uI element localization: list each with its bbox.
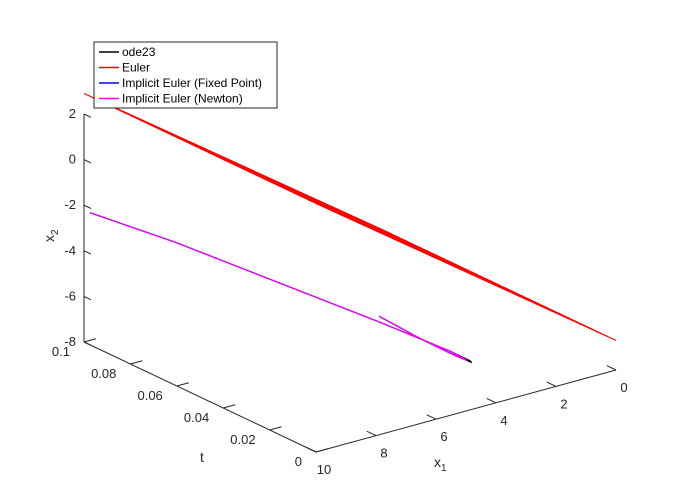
axes-box [83,114,617,453]
x2-tick-label: -4 [64,243,76,258]
x1-tick-label: 2 [560,396,567,411]
x1-tick-mark [486,397,497,404]
x1-tick-mark [546,381,557,387]
legend-label: Euler [122,61,150,75]
x2-tick-mark [83,295,92,301]
x2-tick-mark [83,159,92,164]
x1-axis-label: x1 [434,454,447,474]
t-tick-label: 0.08 [91,366,116,381]
x2-tick-mark [83,204,92,209]
t-axis-label: t [200,449,204,465]
x2-tick-label: -8 [64,334,76,349]
x2-tick-label: -6 [64,288,76,303]
ode23-line [89,212,473,364]
t-axis-line [83,341,317,453]
t-tick-mark [130,360,143,365]
x2-tick-mark [83,341,92,346]
t-tick-label: 0.04 [184,410,209,425]
implicit-euler-fixed-point-line [89,212,468,361]
x2-axis-label: x2 [41,229,61,242]
euler-line [315,202,617,341]
t-tick-label: 0.1 [52,344,70,359]
x1-tick-mark [426,414,437,420]
t-tick-label: 0 [295,454,302,469]
x2-tick-mark [83,250,92,255]
x1-tick-label: 4 [500,413,507,428]
t-tick-mark [223,404,236,409]
x2-axis-ticks: -8 -6 -4 -2 0 2 [64,106,92,349]
x2-tick-mark [83,113,92,118]
legend-box [93,41,278,109]
t-axis-ticks: 0 0.02 0.04 0.06 0.08 0.1 [52,338,329,469]
legend-label: Implicit Euler (Fixed Point) [122,76,262,90]
legend-label: Implicit Euler (Newton) [122,92,243,106]
x1-tick-label: 6 [440,429,447,444]
t-tick-label: 0.06 [137,388,162,403]
x1-tick-label: 8 [380,446,387,461]
t-tick-mark [176,382,189,387]
x2-tick-label: 0 [69,152,76,167]
implicit-euler-newton-line [89,212,468,361]
x2-tick-label: -2 [64,197,76,212]
x1-tick-mark [606,365,617,371]
x1-tick-label: 0 [620,380,627,395]
x1-tick-label: 10 [317,462,331,477]
x1-tick-mark [366,430,377,437]
t-tick-mark [269,426,282,431]
t-tick-mark [315,448,329,453]
plot-lines [83,92,617,364]
legend-label: ode23 [122,45,156,59]
x1-axis-line [315,369,617,453]
x2-tick-label: 2 [69,106,76,121]
t-tick-label: 0.02 [230,432,255,447]
x1-tick-mark [306,447,317,453]
t-tick-mark [83,338,97,343]
x1-axis-ticks: 0 2 4 6 8 10 [306,365,628,477]
